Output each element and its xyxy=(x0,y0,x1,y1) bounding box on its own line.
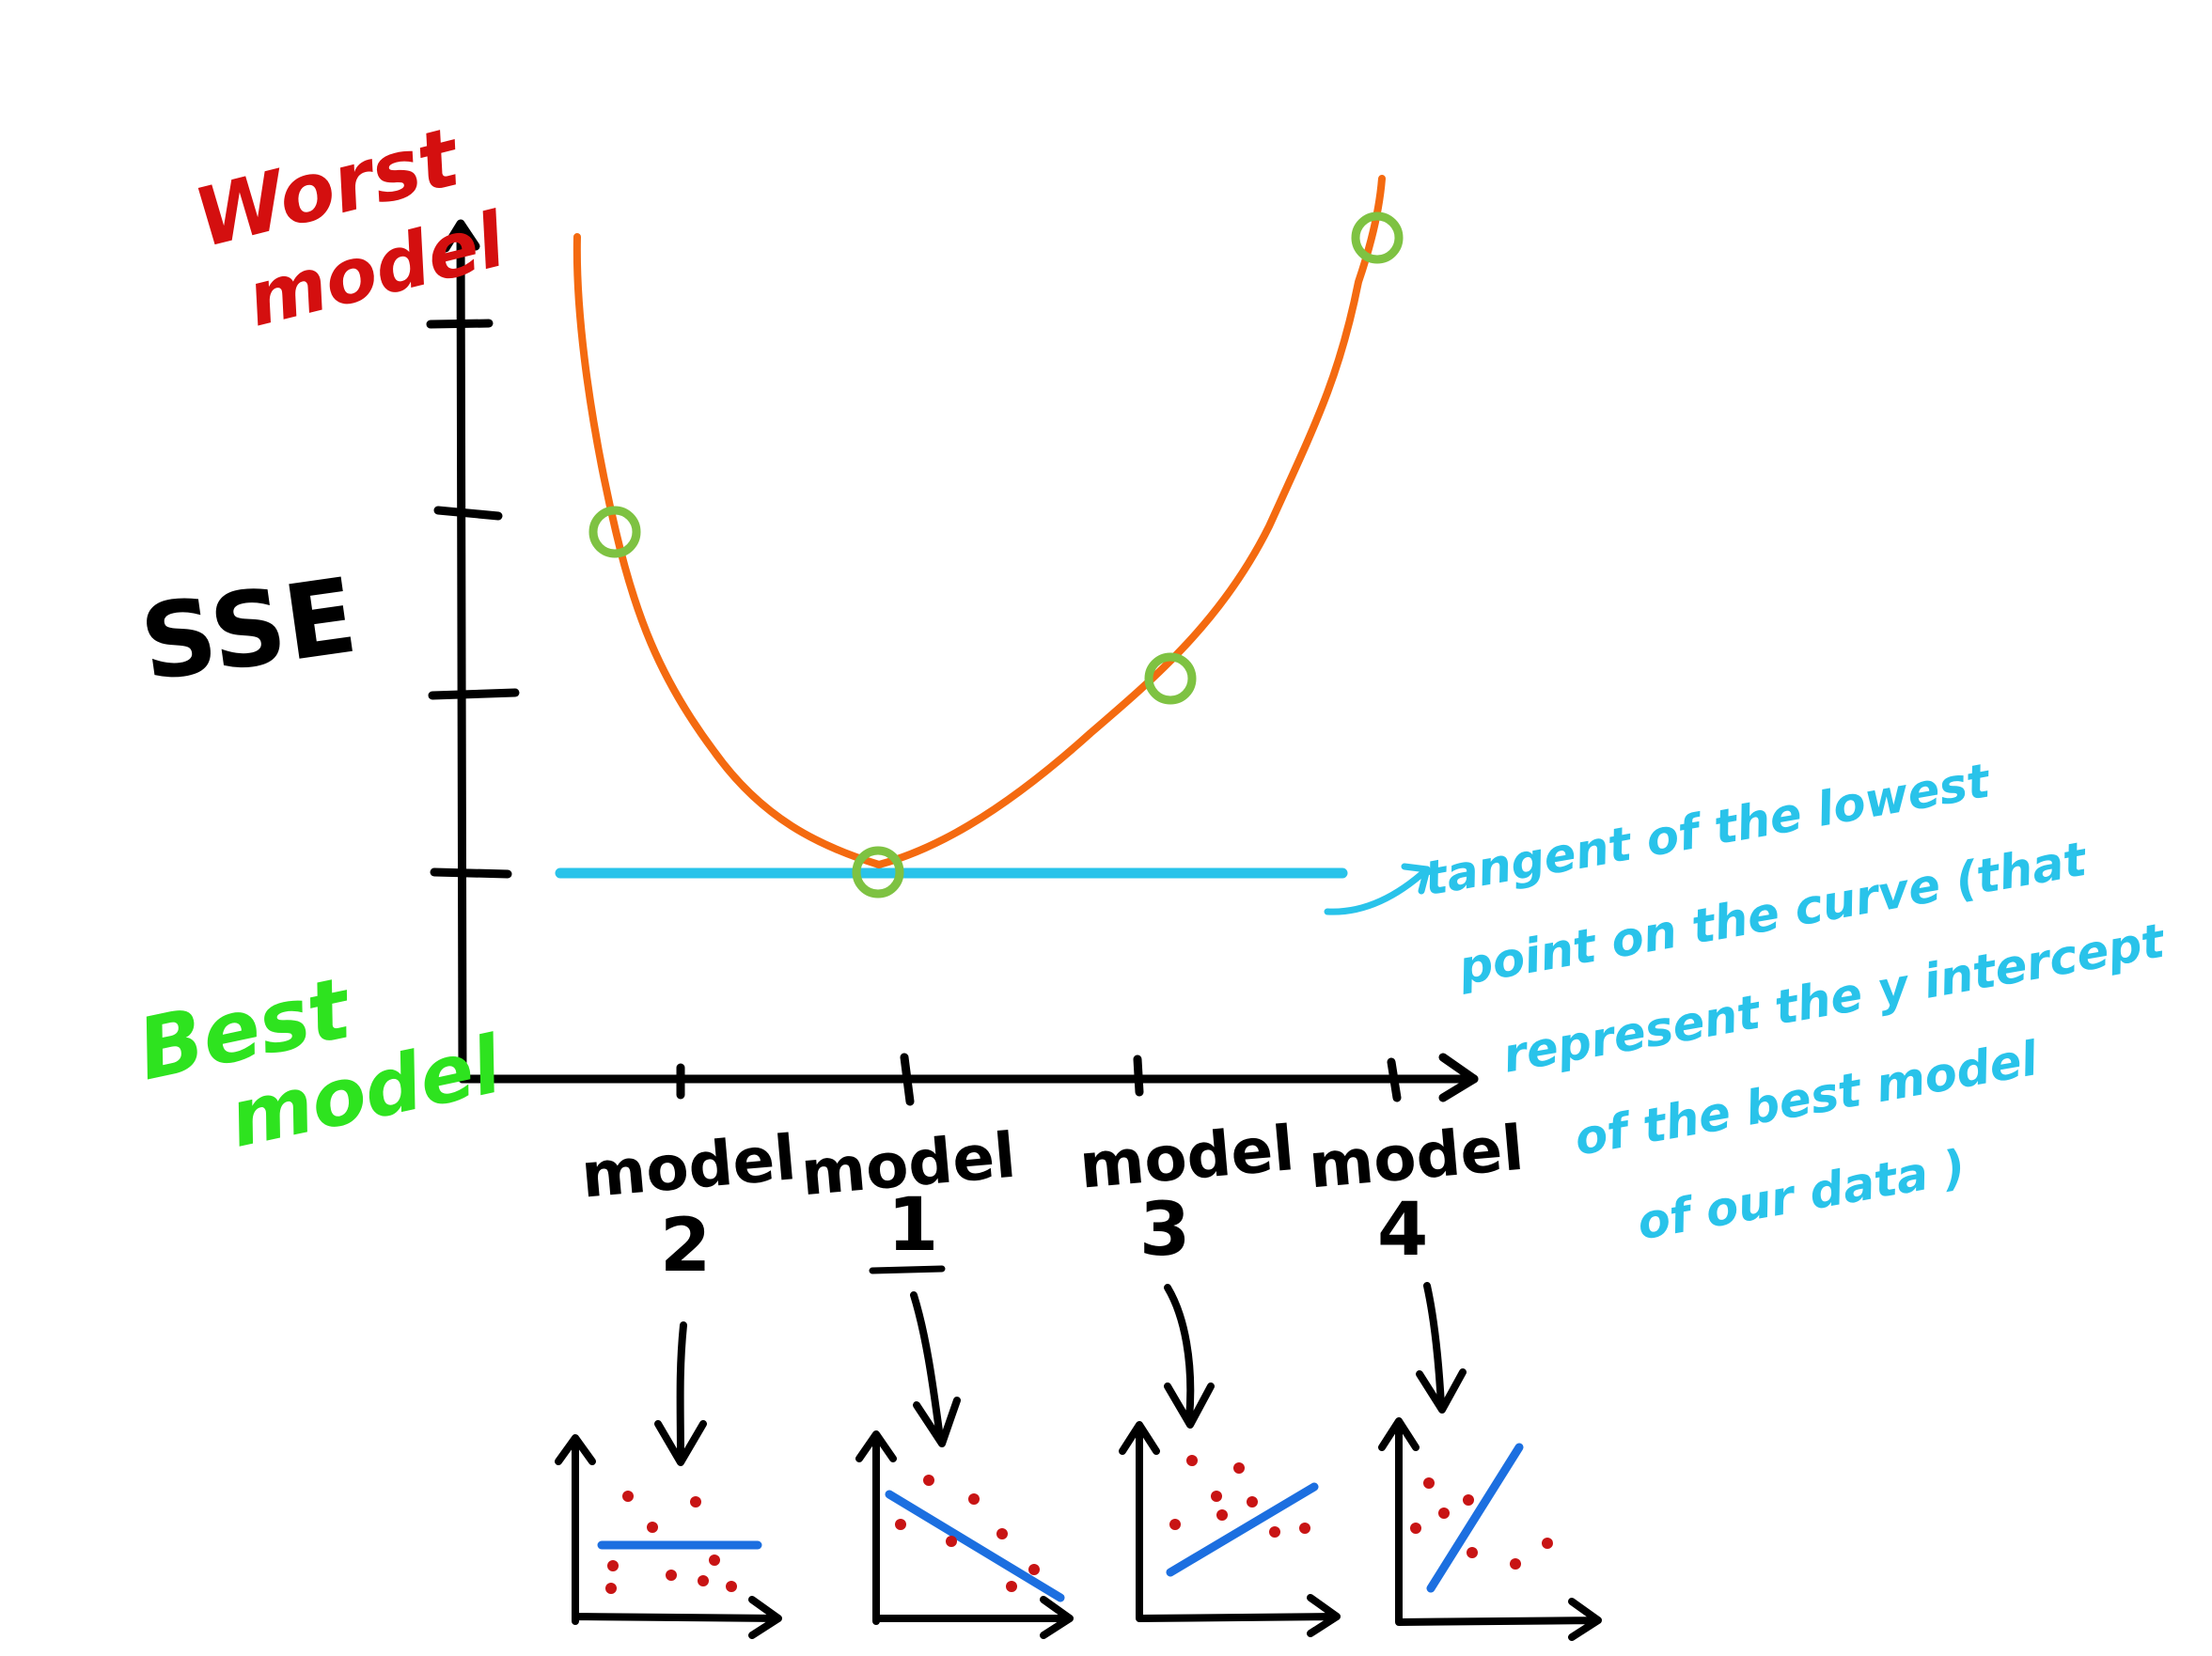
model-markers xyxy=(588,211,1404,898)
fit-line-model-1 xyxy=(885,1490,1065,1602)
fit-line-model-3 xyxy=(1166,1482,1319,1577)
model-2-word: model xyxy=(578,1121,799,1212)
model-4-number: 4 xyxy=(1377,1188,1428,1273)
x-tick-2 xyxy=(900,1053,915,1106)
down-arrows xyxy=(654,1282,1467,1466)
model-2-number: 2 xyxy=(660,1204,711,1289)
marker-model-1 xyxy=(852,846,904,898)
mini-chart-model-1 xyxy=(855,1430,1074,1639)
model-labels: model 2 model 1 model 3 model 4 xyxy=(578,1112,1527,1289)
mini-chart-model-4 xyxy=(1378,1417,1602,1641)
marker-model-4 xyxy=(1351,211,1404,264)
y-axis xyxy=(456,221,467,1084)
model-1-underline xyxy=(869,1265,946,1274)
y-tick-3 xyxy=(428,688,520,700)
y-tick-2 xyxy=(433,506,503,521)
marker-model-2 xyxy=(588,506,641,558)
y-tick-4 xyxy=(430,867,512,879)
mini-chart-model-2 xyxy=(555,1434,782,1639)
model-1-number: 1 xyxy=(887,1183,938,1268)
x-tick-4 xyxy=(1387,1057,1402,1102)
y-axis-label: SSE xyxy=(133,555,363,705)
annotation-arrow xyxy=(1324,863,1431,915)
y-axis-arrowhead xyxy=(441,219,480,253)
fit-line-model-4 xyxy=(1426,1443,1524,1593)
mini-chart-model-3 xyxy=(1119,1421,1341,1637)
marker-model-3 xyxy=(1144,652,1197,705)
model-3-number: 3 xyxy=(1139,1188,1190,1273)
down-arrow-2 xyxy=(676,1321,687,1461)
main-axes xyxy=(426,219,1479,1106)
x-axis-arrowhead xyxy=(1438,1053,1479,1102)
x-tick-3 xyxy=(1133,1055,1144,1097)
sse-curve xyxy=(573,175,1386,869)
down-arrow-3 xyxy=(1164,1284,1195,1423)
down-arrow-1 xyxy=(910,1291,944,1442)
down-arrow-4 xyxy=(1423,1282,1445,1409)
y-tick-1 xyxy=(426,319,494,329)
annotation-line-5: of our data ) xyxy=(1633,1139,1969,1250)
tangent-annotation: tangent of the lowest point on the curve… xyxy=(1420,753,2170,1250)
